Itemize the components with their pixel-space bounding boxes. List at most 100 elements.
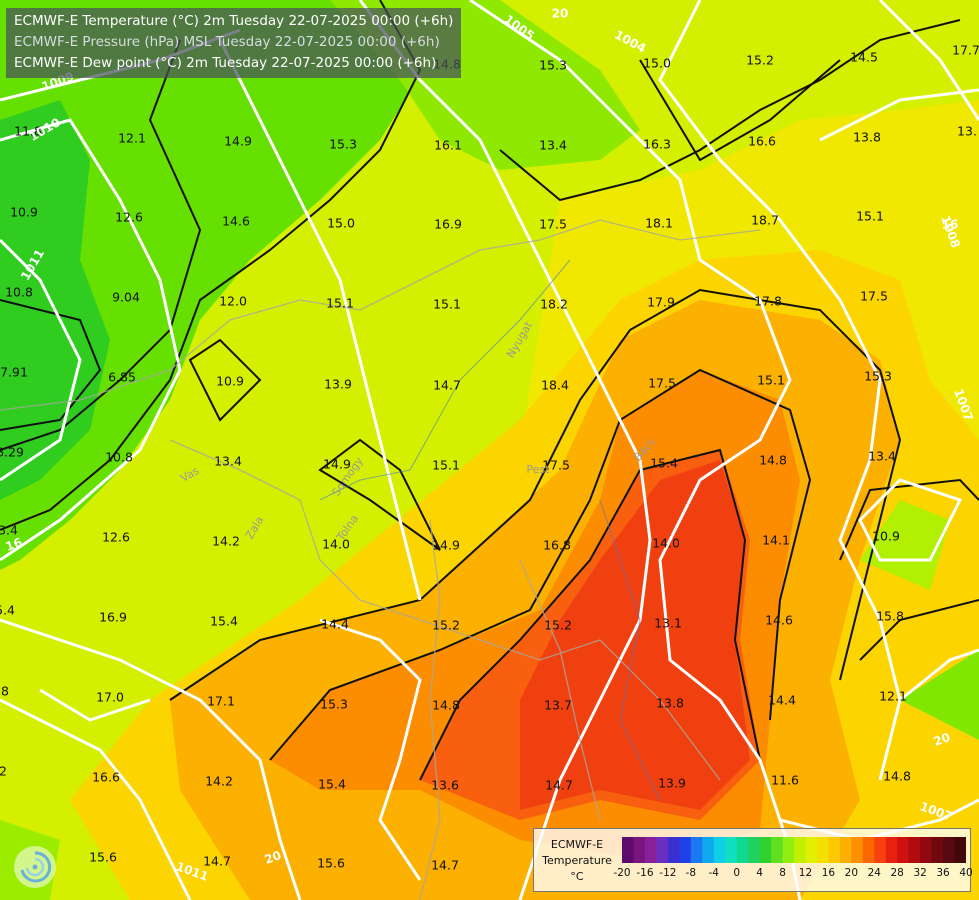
- dewpoint-value: 14.9: [224, 134, 252, 149]
- dewpoint-value: 15.1: [433, 297, 461, 312]
- dewpoint-value: 15.0: [643, 56, 671, 71]
- dewpoint-value: 14.1: [762, 533, 790, 548]
- isobar-label: 16: [4, 535, 24, 554]
- dewpoint-value: 15.2: [746, 53, 774, 68]
- dewpoint-value: 17.1: [207, 694, 235, 709]
- dewpoint-value: 15.4: [318, 777, 346, 792]
- title-temperature: ECMWF-E Temperature (°C) 2m Tuesday 22-0…: [14, 13, 454, 29]
- rivers: [319, 259, 661, 801]
- dewpoint-value: 11.8: [14, 124, 42, 139]
- colorbar-swatch: [690, 837, 703, 863]
- colorbar-swatch: [725, 837, 738, 863]
- title-box: ECMWF-E Temperature (°C) 2m Tuesday 22-0…: [6, 8, 462, 78]
- legend-title-model: ECMWF-E: [550, 838, 604, 851]
- band-deepgreen-west: [0, 100, 110, 500]
- dewpoint-value: 14.0: [322, 537, 350, 552]
- dewpoint-value: 3.4: [0, 523, 18, 538]
- colorbar-swatch: [702, 837, 715, 863]
- dewpoint-value: 14.5: [850, 50, 878, 65]
- dewpoint-value: 10.9: [10, 205, 38, 220]
- colorbar-swatch: [805, 837, 818, 863]
- dewpoint-value: 10.8: [105, 450, 133, 465]
- dewpoint-value: 17.0: [96, 690, 124, 705]
- legend-tick-label: 40: [959, 867, 973, 879]
- legend-title: ECMWF-E Temperature °C: [538, 837, 616, 885]
- colorbar-swatch: [667, 837, 680, 863]
- dewpoint-value: 15.3: [539, 58, 567, 73]
- dewpoint-value: 12.1: [118, 131, 146, 146]
- colorbar-swatch: [736, 837, 749, 863]
- dewpoint-value: 11.6: [771, 773, 799, 788]
- colorbar-swatch: [644, 837, 657, 863]
- colorbar-swatch: [748, 837, 761, 863]
- dewpoint-labels: 14.8 15.3 15.0 15.2 14.5 17.7 11.8 12.1 14.9 15.3…: [0, 43, 979, 873]
- colorbar-swatch: [622, 837, 634, 863]
- dewpoint-value: 5.4: [0, 603, 15, 618]
- dewpoint-value: 17.5: [539, 217, 567, 232]
- dewpoint-value: 10.8: [5, 285, 33, 300]
- dewpoint-value: 16.6: [92, 770, 120, 785]
- legend-tick-label: 0: [733, 867, 740, 879]
- dewpoint-value: 8: [1, 684, 9, 699]
- dewpoint-value: 16.6: [748, 134, 776, 149]
- colorbar-swatch: [656, 837, 669, 863]
- dewpoint-value: 13.9: [658, 776, 686, 791]
- dewpoint-value: 17.8: [754, 294, 782, 309]
- borders: [0, 219, 761, 900]
- dewpoint-value: 14.2: [205, 774, 233, 789]
- dewpoint-value: 16.8: [543, 538, 571, 553]
- colorbar-swatch: [885, 837, 898, 863]
- dewpoint-value: 7.91: [0, 365, 28, 380]
- region-label: Pest: [526, 463, 550, 476]
- isobar-label: 16: [942, 218, 959, 232]
- colorbar-swatch: [931, 837, 944, 863]
- legend: ECMWF-E Temperature °C -20 -16 -12 -8 -4 0 4 8 1…: [533, 828, 973, 892]
- dewpoint-value: 15.4: [650, 456, 678, 471]
- colorbar-swatch: [713, 837, 726, 863]
- dewpoint-value: 15.1: [856, 209, 884, 224]
- dewpoint-value: 9.04: [112, 290, 140, 305]
- dewpoint-value: 15.2: [432, 618, 460, 633]
- dewpoint-value: 14.6: [765, 613, 793, 628]
- dewpoint-value: 16.9: [99, 610, 127, 625]
- colorbar-swatch: [633, 837, 646, 863]
- dewpoint-value: 13.4: [214, 454, 242, 469]
- legend-ticks: -20 -16 -12 -8 -4 0 4 8 12 16 20 24 28 32 36 40: [613, 867, 972, 883]
- colorbar-swatch: [816, 837, 829, 863]
- dewpoint-value: 15.6: [89, 850, 117, 865]
- legend-tick-label: 24: [867, 867, 881, 879]
- dewpoint-value: 13.6: [431, 778, 459, 793]
- dewpoint-value: 18.4: [541, 378, 569, 393]
- dewpoint-value: 17.5: [542, 458, 570, 473]
- colorbar-swatch: [839, 837, 852, 863]
- dewpoint-value: 14.4: [768, 693, 796, 708]
- colorbar-swatch: [920, 837, 933, 863]
- dewpoint-value: 14.6: [222, 214, 250, 229]
- dewpoint-value: 14.7: [545, 778, 573, 793]
- dewpoint-value: 6.85: [108, 370, 136, 385]
- dewpoint-value: 16.3: [643, 137, 671, 152]
- dewpoint-value: 14.8: [432, 698, 460, 713]
- legend-tick-label: 32: [913, 867, 927, 879]
- colorbar-swatch: [782, 837, 795, 863]
- legend-tick-label: -16: [636, 867, 654, 879]
- legend-tick-label: 4: [756, 867, 763, 879]
- legend-tick-label: 8: [779, 867, 786, 879]
- logo-icon: [14, 846, 56, 888]
- colorbar-swatch: [679, 837, 692, 863]
- dewpoint-value: 14.4: [321, 617, 349, 632]
- legend-title-variable: Temperature: [542, 854, 612, 867]
- legend-tick-label: 12: [798, 867, 813, 879]
- legend-tick-label: -8: [685, 867, 697, 879]
- dewpoint-value: 15.1: [326, 296, 354, 311]
- colorbar-swatch: [908, 837, 921, 863]
- dewpoint-value: 13.7: [544, 698, 572, 713]
- colorbar-swatch: [828, 837, 841, 863]
- colorbar-swatch: [794, 837, 806, 863]
- colorbar-swatch: [943, 837, 956, 863]
- isobar-label: 20: [552, 7, 569, 21]
- dewpoint-value: 16.9: [434, 217, 462, 232]
- band-green-se: [860, 500, 950, 590]
- dewpoint-value: 17.7: [952, 43, 979, 58]
- legend-colorbar: [622, 837, 966, 863]
